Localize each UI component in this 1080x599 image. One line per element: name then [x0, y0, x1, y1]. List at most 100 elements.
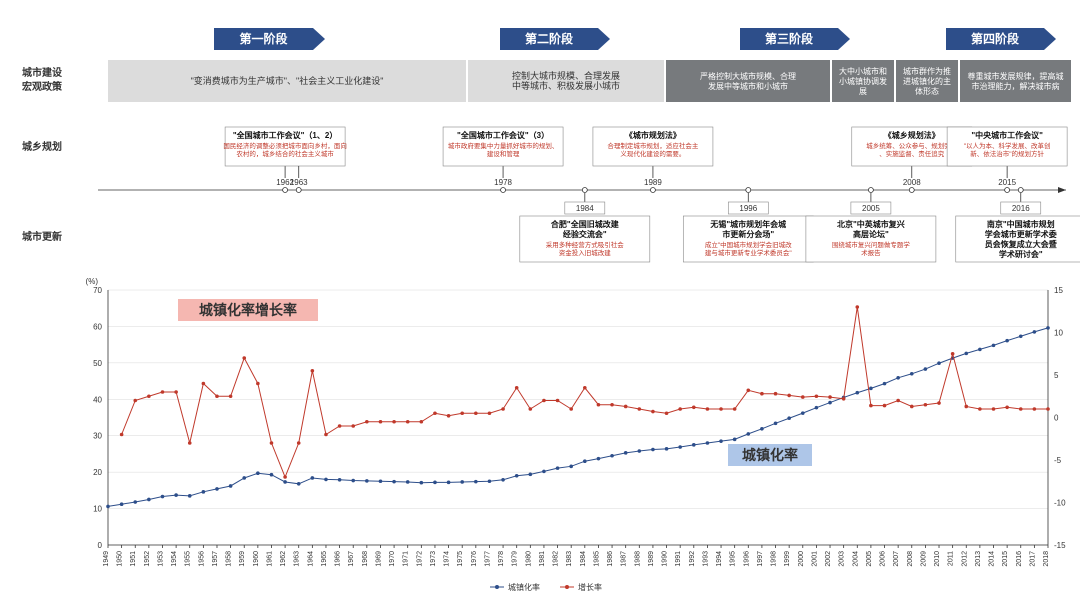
series-point: [147, 394, 151, 398]
series-point: [351, 479, 355, 483]
series-point: [529, 473, 533, 477]
xtick-year: 1955: [185, 551, 192, 567]
series-point: [992, 407, 996, 411]
svg-text:员会恢复成立大会暨: 员会恢复成立大会暨: [985, 239, 1057, 249]
series-point: [1019, 407, 1023, 411]
xtick-year: 2016: [1016, 551, 1023, 567]
series-point: [270, 473, 274, 477]
series-point: [365, 479, 369, 483]
series-point: [924, 403, 928, 407]
timeline-marker: [501, 188, 506, 193]
xtick-year: 2006: [880, 551, 887, 567]
series-point: [760, 427, 764, 431]
series-point: [1005, 406, 1009, 410]
xtick-year: 1971: [403, 551, 410, 567]
event-title: "中央城市工作会议": [971, 130, 1043, 140]
policy-text: 进城镇化的主: [903, 76, 951, 86]
timeline-year: 2008: [903, 178, 921, 187]
series-point: [815, 406, 819, 410]
event-title: 《城乡规划法》: [884, 130, 940, 140]
series-point: [665, 447, 669, 451]
timeline-marker: [650, 188, 655, 193]
xtick-year: 1986: [607, 551, 614, 567]
series-point: [474, 480, 478, 484]
xtick-year: 2017: [1029, 551, 1036, 567]
xtick-year: 2007: [893, 551, 900, 567]
timeline-year-below: 2016: [1012, 204, 1030, 213]
xtick-year: 1985: [593, 551, 600, 567]
event-title: 南京"中国城市规划: [987, 219, 1055, 229]
series-point: [488, 479, 492, 483]
series-point: [801, 395, 805, 399]
ytick-right: 10: [1054, 329, 1063, 338]
series-line: [122, 307, 1048, 477]
xtick-year: 1984: [580, 551, 587, 567]
series-point: [883, 404, 887, 408]
ytick-right: -10: [1054, 499, 1066, 508]
series-point: [133, 399, 137, 403]
xtick-year: 2009: [920, 551, 927, 567]
ytick-left: 10: [93, 505, 102, 514]
xtick-year: 2000: [798, 551, 805, 567]
event-title: 北京"中英城市复兴: [837, 219, 905, 229]
series-point: [760, 392, 764, 396]
event-title: 合肥"全国旧城改建: [550, 219, 620, 229]
series-point: [283, 475, 287, 479]
series-point: [869, 387, 873, 391]
timeline-marker: [746, 188, 751, 193]
series-point: [1019, 334, 1023, 338]
series-point: [324, 478, 328, 482]
series-point: [256, 382, 260, 386]
series-point: [665, 411, 669, 415]
series-point: [215, 394, 219, 398]
series-point: [801, 411, 805, 415]
xtick-year: 1966: [335, 551, 342, 567]
series-point: [937, 401, 941, 405]
policy-text: 城市群作为推: [903, 66, 951, 76]
series-point: [229, 394, 233, 398]
series-point: [542, 470, 546, 474]
series-point: [202, 382, 206, 386]
xtick-year: 1998: [771, 551, 778, 567]
series-point: [379, 420, 383, 424]
series-point: [297, 441, 301, 445]
ytick-right: 5: [1054, 371, 1059, 380]
xtick-year: 1960: [253, 551, 260, 567]
xtick-year: 1988: [634, 551, 641, 567]
xtick-year: 1953: [157, 551, 164, 567]
series-point: [964, 405, 968, 409]
series-point: [610, 454, 614, 458]
series-point: [719, 439, 723, 443]
event-desc: "以人为本、科学发展、改革创: [964, 141, 1051, 150]
series-point: [202, 490, 206, 494]
xtick-year: 2015: [1002, 551, 1009, 567]
xtick-year: 1951: [130, 551, 137, 567]
policy-box: [666, 60, 830, 102]
xtick-year: 2008: [907, 551, 914, 567]
series-point: [488, 411, 492, 415]
timeline-year-below: 2005: [862, 204, 880, 213]
series-point: [556, 466, 560, 470]
svg-text:经验交流会": 经验交流会": [563, 229, 607, 239]
xtick-year: 1982: [553, 551, 560, 567]
series-point: [106, 505, 110, 509]
ytick-right: 15: [1054, 286, 1063, 295]
series-point: [515, 386, 519, 390]
series-point: [460, 480, 464, 484]
ytick-left: 20: [93, 468, 102, 477]
series-point: [787, 416, 791, 420]
series-point: [556, 399, 560, 403]
series-point: [706, 441, 710, 445]
xtick-year: 1970: [389, 551, 396, 567]
timeline-year: 1989: [644, 178, 662, 187]
xtick-year: 1968: [362, 551, 369, 567]
chart-svg: 第一阶段第二阶段第三阶段第四阶段城市建设宏观政策"变消费城市为生产城市"、"社会…: [0, 0, 1080, 599]
series-point: [842, 397, 846, 401]
xtick-year: 1959: [239, 551, 246, 567]
series-point: [978, 407, 982, 411]
event-desc: 农村的，城乡结合的社会主义城市: [236, 149, 334, 158]
xtick-year: 2014: [989, 551, 996, 567]
event-desc: 术报告: [861, 248, 881, 257]
series-point: [828, 395, 832, 399]
series-point: [774, 392, 778, 396]
